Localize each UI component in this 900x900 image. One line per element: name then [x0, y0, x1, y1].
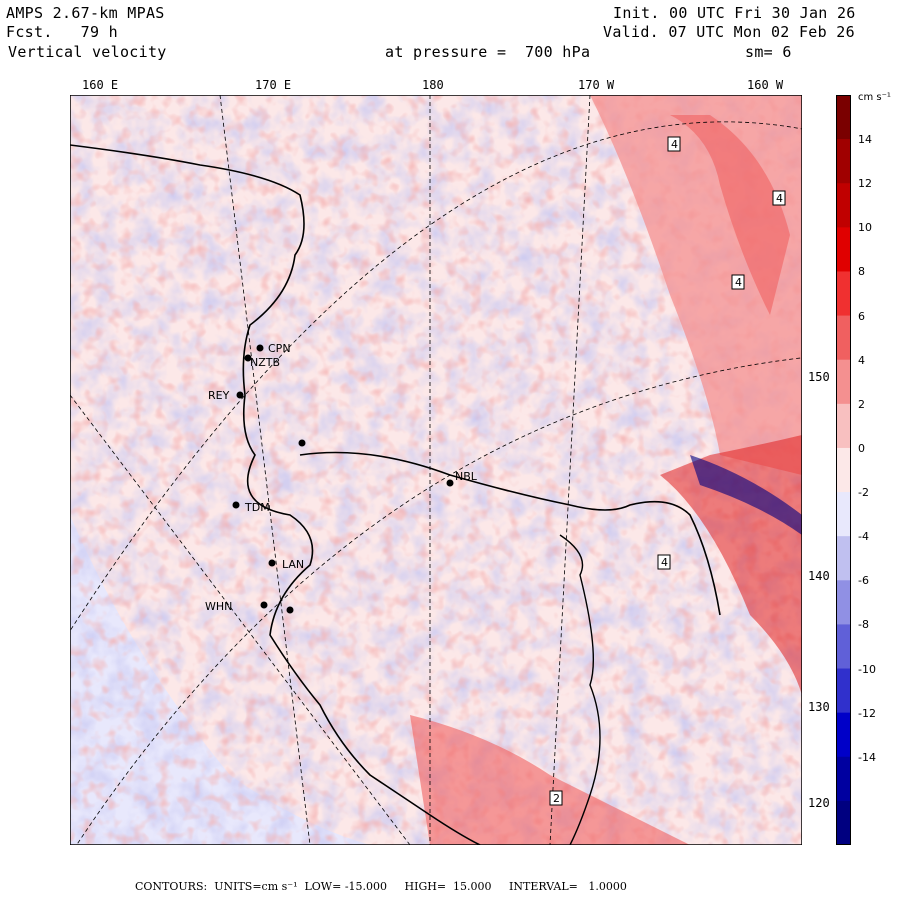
colorbar-swatch [836, 139, 851, 184]
colorbar-tick-label: -4 [858, 530, 869, 544]
strong-ascent-ne [670, 115, 790, 315]
valid-time: Valid. 07 UTC Mon 02 Feb 26 [603, 23, 855, 41]
colorbar-frame [836, 95, 851, 845]
lon-label-170w: 170 W [578, 78, 615, 92]
svg-text:2: 2 [553, 792, 560, 805]
colorbar-swatch [836, 183, 851, 228]
station-markers [232, 344, 454, 614]
colorbar-tick-label: 4 [858, 353, 865, 367]
colorbar-swatch [836, 403, 851, 449]
forecast-hour: Fcst. 79 h [6, 23, 118, 41]
station-label-cpn: CPN [268, 342, 291, 355]
svg-text:4: 4 [776, 192, 783, 205]
station-label-whn: WHN [205, 600, 233, 613]
colorbar-tick-label: 6 [858, 309, 865, 323]
colorbar-swatch [836, 95, 851, 140]
smoothing: sm= 6 [745, 43, 792, 61]
colorbar-tick-label: -12 [858, 706, 876, 720]
field-name: Vertical velocity [8, 43, 167, 61]
pressure-level: at pressure = 700 hPa [385, 43, 591, 61]
vertical-velocity-map: 4 4 4 4 2 [70, 95, 802, 845]
lon-label-160e: 160 E [82, 78, 119, 92]
svg-text:4: 4 [735, 276, 742, 289]
colorbar [836, 95, 851, 845]
colorbar-swatch [836, 492, 851, 537]
colorbar-tick-label: 12 [858, 177, 872, 191]
station-label-nbl: NBL [455, 470, 477, 483]
colorbar-tick-label: 10 [858, 221, 872, 235]
ascent-region-south [410, 715, 690, 845]
colorbar-tick-label: -14 [858, 750, 876, 764]
colorbar-swatch [836, 712, 851, 758]
station-label-rey: REY [208, 389, 230, 402]
colorbar-swatch [836, 447, 851, 493]
colorbar-tick-label: 14 [858, 133, 872, 147]
colorbar-swatch [836, 271, 851, 317]
strong-descent-east [690, 455, 802, 535]
init-time: Init. 00 UTC Fri 30 Jan 26 [613, 4, 856, 22]
station-label-lan: LAN [282, 558, 305, 571]
colorbar-tick-label: -8 [858, 618, 869, 632]
colorbar-swatch [836, 359, 851, 405]
contour-info-footer: CONTOURS: UNITS=cm s⁻¹ LOW= -15.000 HIGH… [135, 880, 627, 893]
contour-label-boxes: 4 4 4 4 2 [549, 136, 786, 806]
model-title: AMPS 2.67-km MPAS [6, 4, 165, 22]
lon-label-180: 180 [422, 78, 444, 92]
colorbar-swatch [836, 756, 851, 802]
colorbar-tick-label: -6 [858, 574, 869, 588]
ross-ice-shelf-front [299, 451, 721, 616]
graticule [70, 95, 802, 845]
colorbar-swatch [836, 315, 851, 361]
colorbar-tick-label: 0 [858, 441, 865, 455]
station-label-nztb: NZTB [250, 356, 281, 369]
svg-text:4: 4 [661, 556, 668, 569]
lon-label-170e: 170 E [255, 78, 292, 92]
colorbar-tick-label: -2 [858, 486, 869, 500]
coastline-west [70, 144, 481, 845]
colorbar-swatch [836, 668, 851, 714]
colorbar-swatch [836, 624, 851, 670]
colorbar-tick-label: 2 [858, 397, 865, 411]
colorbar-swatch [836, 227, 851, 272]
colorbar-swatch [836, 536, 851, 581]
colorbar-units: cm s⁻¹ [858, 92, 891, 103]
station-label-tdm: TDM [245, 501, 270, 514]
colorbar-tick-label: 8 [858, 265, 865, 279]
colorbar-swatch [836, 800, 851, 845]
lon-label-160w: 160 W [747, 78, 784, 92]
coastline-east [559, 534, 601, 845]
svg-text:4: 4 [671, 138, 678, 151]
colorbar-swatch [836, 580, 851, 625]
colorbar-tick-label: -10 [858, 662, 876, 676]
